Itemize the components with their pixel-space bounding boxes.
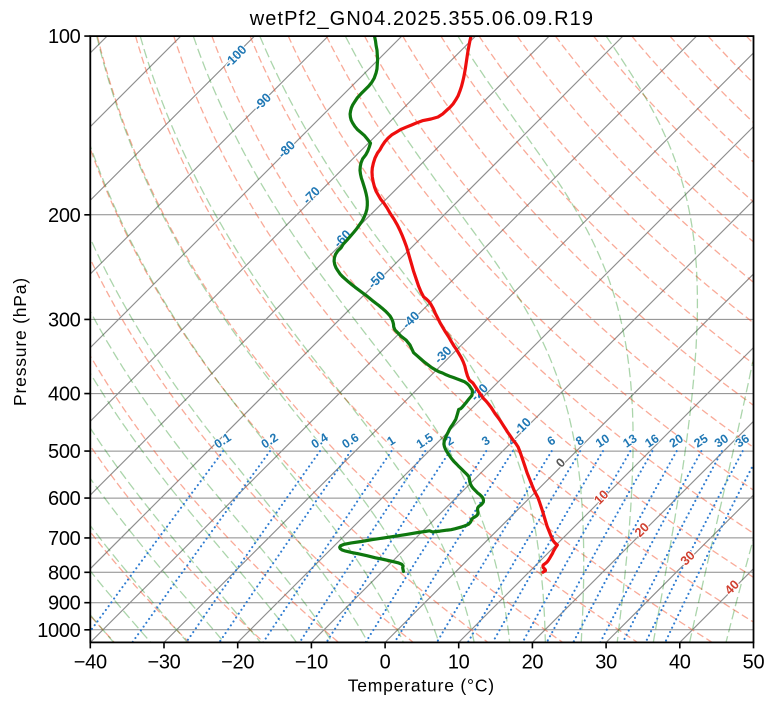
svg-text:700: 700 xyxy=(48,528,81,550)
svg-text:Temperature (°C): Temperature (°C) xyxy=(348,675,495,695)
svg-text:−10: −10 xyxy=(295,652,328,674)
svg-text:−30: −30 xyxy=(147,652,180,674)
svg-text:42: 42 xyxy=(749,431,768,450)
svg-text:900: 900 xyxy=(48,593,81,615)
svg-text:−20: −20 xyxy=(221,652,254,674)
svg-text:600: 600 xyxy=(48,488,81,510)
svg-text:wetPf2_GN04.2025.355.06.09.R19: wetPf2_GN04.2025.355.06.09.R19 xyxy=(249,8,594,30)
svg-text:400: 400 xyxy=(48,384,81,406)
svg-text:800: 800 xyxy=(48,562,81,584)
svg-text:10: 10 xyxy=(448,652,470,674)
svg-text:1000: 1000 xyxy=(37,620,80,642)
svg-text:300: 300 xyxy=(48,309,81,331)
svg-text:40: 40 xyxy=(669,652,691,674)
svg-text:200: 200 xyxy=(48,205,81,227)
svg-text:30: 30 xyxy=(595,652,617,674)
svg-text:0: 0 xyxy=(380,652,391,674)
svg-text:500: 500 xyxy=(48,441,81,463)
svg-text:20: 20 xyxy=(522,652,544,674)
svg-text:100: 100 xyxy=(48,26,81,48)
svg-text:Pressure (hPa): Pressure (hPa) xyxy=(10,277,30,406)
svg-text:50: 50 xyxy=(743,652,765,674)
svg-text:−40: −40 xyxy=(74,652,107,674)
